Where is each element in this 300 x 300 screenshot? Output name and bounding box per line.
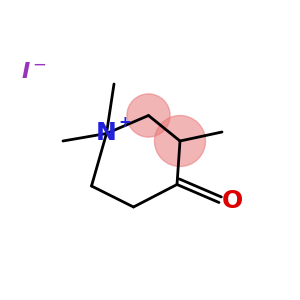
Text: +: +	[118, 116, 131, 130]
Circle shape	[127, 94, 170, 137]
Text: I: I	[21, 62, 30, 82]
Text: −: −	[32, 56, 46, 74]
Circle shape	[154, 116, 206, 166]
Text: O: O	[222, 189, 243, 213]
Text: N: N	[96, 122, 117, 146]
